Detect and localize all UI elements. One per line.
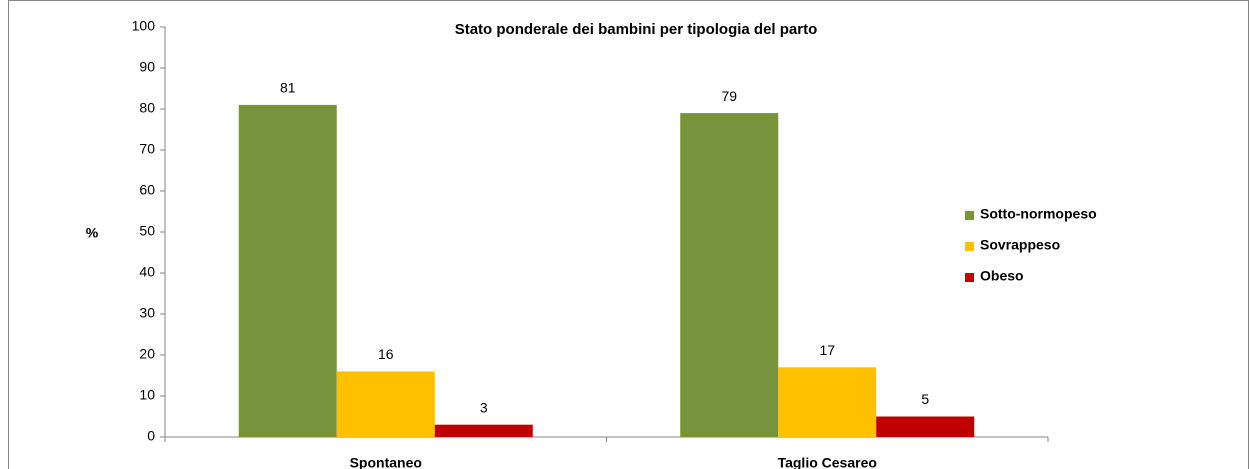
y-tick-label: 100 — [132, 18, 156, 34]
value-label: 3 — [480, 399, 488, 415]
bar — [778, 367, 877, 437]
legend-label: Sotto-normopeso — [980, 206, 1097, 222]
bar — [434, 424, 533, 437]
y-tick-label: 90 — [139, 59, 155, 75]
y-tick-label: 10 — [139, 387, 155, 403]
x-tick-label: Spontaneo — [350, 455, 422, 469]
legend-swatch — [965, 211, 974, 220]
y-tick-label: 40 — [139, 264, 155, 280]
legend-swatch — [965, 273, 974, 282]
y-tick-label: 50 — [139, 223, 155, 239]
y-tick-label: 0 — [147, 428, 155, 444]
x-tick-label: Taglio Cesareo — [778, 455, 877, 469]
y-tick-label: 20 — [139, 346, 155, 362]
legend-label: Sovrappeso — [980, 237, 1060, 253]
y-tick-label: 30 — [139, 305, 155, 321]
value-label: 5 — [921, 391, 929, 407]
bar — [336, 371, 435, 437]
bar — [238, 104, 337, 438]
chart-frame — [8, 0, 1249, 469]
chart-title: Stato ponderale dei bambini per tipologi… — [455, 21, 818, 38]
bar — [876, 416, 975, 437]
legend-swatch — [965, 242, 974, 251]
y-tick-label: 60 — [139, 182, 155, 198]
value-label: 16 — [378, 346, 394, 362]
y-axis-label: % — [86, 225, 99, 241]
value-label: 81 — [280, 80, 296, 96]
bar — [680, 113, 779, 437]
value-label: 17 — [819, 342, 835, 358]
value-label: 79 — [721, 88, 737, 104]
legend-label: Obeso — [980, 268, 1024, 284]
y-tick-label: 80 — [139, 100, 155, 116]
y-tick-label: 70 — [139, 141, 155, 157]
